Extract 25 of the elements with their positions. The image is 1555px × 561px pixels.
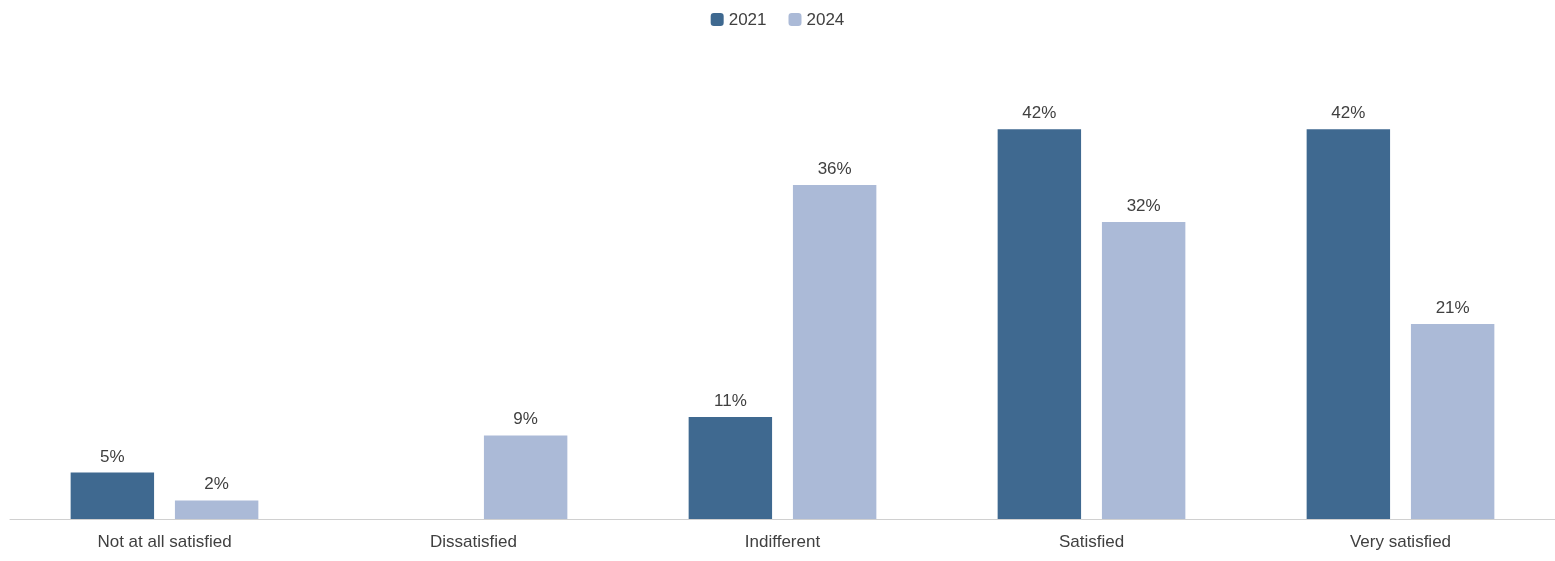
bar [1410, 324, 1495, 519]
data-label: 11% [713, 390, 747, 410]
bar [792, 184, 877, 519]
bar [688, 416, 773, 519]
data-label: 9% [513, 409, 538, 429]
data-label: 42% [1022, 103, 1057, 123]
bar [70, 472, 155, 519]
x-tick-label: Very satisfied [1349, 532, 1452, 551]
bar [483, 435, 568, 519]
x-tick-label: Dissatisfied [430, 532, 517, 551]
bar [174, 500, 259, 519]
data-label: 36% [817, 158, 852, 178]
bar [1306, 129, 1391, 519]
data-label: 21% [1435, 298, 1470, 318]
x-tick-label: Not at all satisfied [97, 532, 232, 551]
bar [997, 129, 1082, 519]
data-label: 2% [204, 474, 229, 494]
x-tick-label: Satisfied [1058, 532, 1125, 551]
data-label: 32% [1126, 196, 1161, 216]
data-label: 42% [1331, 103, 1366, 123]
legend-label: 2024 [806, 10, 845, 29]
bar [1101, 222, 1186, 519]
legend-label: 2021 [728, 10, 767, 29]
x-tick-label: Indifferent [744, 532, 821, 551]
data-label: 5% [100, 446, 125, 466]
